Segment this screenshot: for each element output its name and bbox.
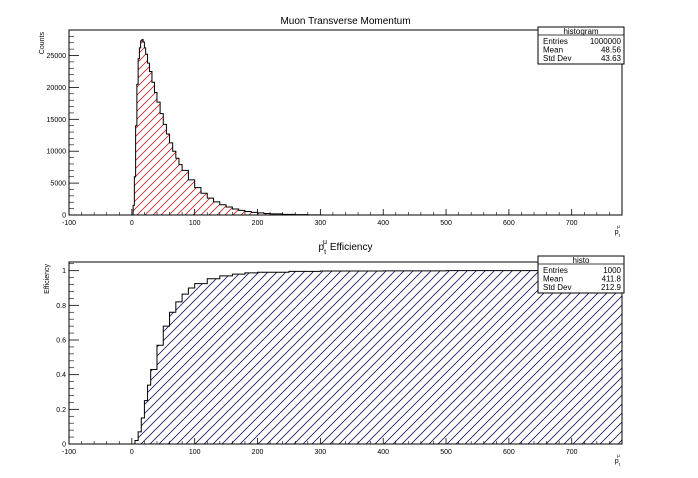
stats-label: Entries (543, 37, 568, 46)
y-tick-label: 5000 (50, 181, 66, 188)
y-tick-label: 0.6 (56, 338, 66, 345)
stats-box: histo Entries 1000 Mean 411.8 Std Dev 212.9 (537, 255, 625, 294)
chart-title: Muon Transverse Momentum (280, 16, 410, 27)
stats-title: histo (573, 256, 590, 265)
y-tick-label: 15000 (47, 117, 67, 124)
x-tick-label: 100 (189, 220, 201, 227)
y-tick-label: 1 (62, 268, 66, 275)
x-tick-label: 400 (377, 220, 389, 227)
chart-title: ptμ Efficiency (319, 239, 373, 256)
y-tick-label: 25000 (47, 53, 67, 60)
stats-value: 411.8 (602, 275, 622, 284)
pt-histogram-panel: -100 0 100 200 300 400 500 600 70005000100001500… (39, 16, 625, 239)
y-tick-label: 0.8 (56, 303, 66, 310)
stats-box-frame (537, 26, 625, 65)
stats-label: Std Dev (543, 283, 571, 292)
histogram-series (131, 270, 623, 445)
y-tick-label: 0.2 (56, 407, 66, 414)
x-tick-label: 300 (315, 449, 327, 456)
stats-box-frame (537, 255, 625, 294)
x-tick-label: 300 (315, 220, 327, 227)
x-tick-label: 200 (252, 220, 264, 227)
x-tick-label: 600 (503, 449, 515, 456)
stats-value: 48.56 (601, 46, 622, 55)
x-tick-label: 500 (440, 220, 452, 227)
stats-value: 1000 (603, 266, 621, 275)
x-tick-label: -100 (62, 220, 76, 227)
x-tick-label: 600 (503, 220, 515, 227)
stats-value: 1000000 (590, 37, 622, 46)
stats-label: Std Dev (543, 54, 571, 63)
x-tick-label: 400 (377, 449, 389, 456)
stats-value: 212.9 (601, 283, 622, 292)
y-tick-label: 0 (62, 213, 66, 220)
x-tick-label: -100 (62, 449, 76, 456)
x-axis-title: ptμ (615, 454, 621, 468)
stats-label: Mean (543, 275, 563, 284)
x-tick-label: 200 (252, 449, 264, 456)
x-tick-label: 700 (566, 220, 578, 227)
histogram-series (131, 39, 334, 216)
stats-value: 43.63 (601, 54, 622, 63)
y-axis-title: Counts (39, 32, 46, 55)
y-tick-label: 10000 (47, 149, 67, 156)
x-axis-title: ptμ (615, 225, 621, 239)
y-tick-label: 0.4 (56, 372, 66, 379)
x-tick-label: 0 (130, 449, 134, 456)
x-tick-label: 700 (566, 449, 578, 456)
stats-label: Mean (543, 46, 563, 55)
x-tick-label: 500 (440, 449, 452, 456)
efficiency-panel: -100 0 100 200 300 400 500 600 70000.20.40.60.81… (44, 239, 625, 468)
y-axis-title: Efficiency (44, 264, 51, 294)
x-tick-label: 0 (130, 220, 134, 227)
x-tick-label: 100 (189, 449, 201, 456)
y-tick-label: 0 (62, 442, 66, 449)
stats-label: Entries (543, 266, 568, 275)
y-tick-label: 20000 (47, 85, 67, 92)
stats-title: histogram (563, 27, 598, 36)
